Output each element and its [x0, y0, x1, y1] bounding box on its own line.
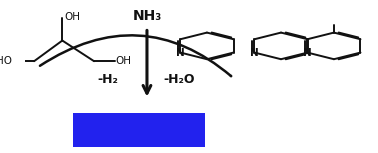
Text: N: N [176, 48, 185, 58]
FancyBboxPatch shape [73, 113, 205, 147]
Text: NH₃: NH₃ [132, 9, 162, 23]
FancyArrowPatch shape [40, 35, 231, 76]
Text: HZSM-5/11: HZSM-5/11 [90, 123, 188, 138]
Text: HO: HO [0, 56, 12, 66]
Text: OH: OH [64, 12, 80, 22]
Text: N: N [250, 48, 259, 58]
Text: -H₂: -H₂ [98, 73, 119, 86]
Text: -H₂O: -H₂O [163, 73, 194, 86]
Text: N: N [303, 48, 312, 58]
Text: OH: OH [115, 56, 131, 66]
